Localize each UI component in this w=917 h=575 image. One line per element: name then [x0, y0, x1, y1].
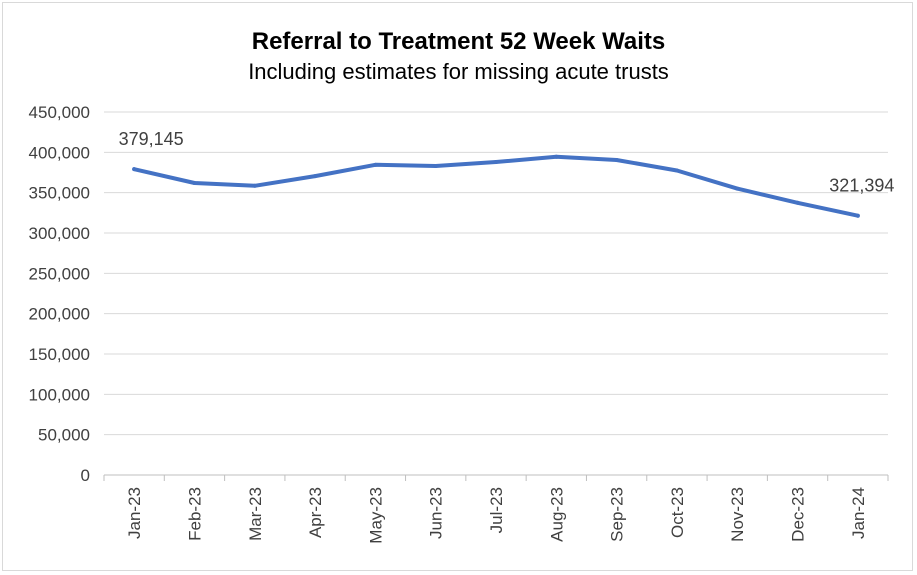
- series-line: [132, 154, 860, 218]
- x-tick-label: Mar-23: [246, 487, 265, 541]
- data-point: [313, 174, 318, 179]
- y-tick-label: 350,000: [29, 184, 90, 203]
- y-tick-label: 150,000: [29, 345, 90, 364]
- y-tick-label: 250,000: [29, 264, 90, 283]
- data-point: [735, 186, 740, 191]
- y-tick-label: 100,000: [29, 385, 90, 404]
- x-tick-label: Feb-23: [185, 487, 204, 541]
- x-tick-label: Jul-23: [487, 487, 506, 533]
- x-tick-label: May-23: [366, 487, 385, 544]
- data-point: [132, 167, 137, 172]
- x-tick-label: Sep-23: [608, 487, 627, 542]
- x-tick-label: Apr-23: [306, 487, 325, 538]
- y-tick-label: 450,000: [29, 103, 90, 122]
- data-point: [433, 164, 438, 169]
- x-tick-label: Aug-23: [547, 487, 566, 542]
- data-point: [614, 157, 619, 162]
- data-point: [373, 162, 378, 167]
- gridlines: [104, 111, 888, 436]
- chart-subtitle: Including estimates for missing acute tr…: [248, 59, 669, 84]
- x-tick-label: Oct-23: [668, 487, 687, 538]
- y-tick-label: 200,000: [29, 305, 90, 324]
- y-tick-label: 400,000: [29, 143, 90, 162]
- data-point: [855, 213, 860, 218]
- y-tick-label: 0: [81, 466, 90, 485]
- x-tick-label: Jan-24: [849, 487, 868, 539]
- x-axis: Jan-23 Feb-23 Mar-23 Apr-23 May-23 Jun-23 Jul-…: [103, 474, 889, 544]
- data-label: 321,394: [829, 176, 894, 196]
- data-point: [252, 183, 257, 188]
- data-point: [795, 200, 800, 205]
- series-layer: [132, 154, 860, 218]
- y-axis-ticks: 0 50,000 100,000 150,000 200,000 250,000 300,0…: [29, 103, 90, 485]
- data-label: 379,145: [119, 129, 184, 149]
- data-point: [494, 160, 498, 165]
- data-point: [554, 154, 559, 159]
- y-tick-label: 50,000: [38, 426, 90, 445]
- x-tick-label: Jun-23: [427, 487, 446, 539]
- data-point: [192, 180, 197, 185]
- x-tick-label: Dec-23: [789, 487, 808, 542]
- data-point: [674, 168, 679, 173]
- x-tick-label: Nov-23: [728, 487, 747, 542]
- y-tick-label: 300,000: [29, 224, 90, 243]
- x-tick-label: Jan-23: [125, 487, 144, 539]
- chart-title: Referral to Treatment 52 Week Waits: [251, 28, 666, 55]
- data-labels: 379,145 321,394: [119, 129, 895, 196]
